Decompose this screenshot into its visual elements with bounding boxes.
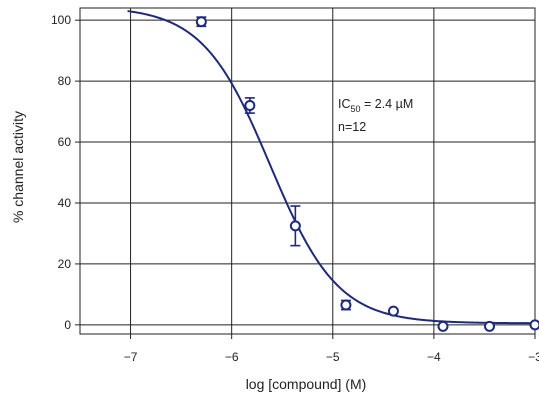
y-tick-label: 80 xyxy=(58,74,72,88)
data-point xyxy=(244,97,256,114)
y-axis-label: % channel activity xyxy=(10,111,26,223)
y-tick-label: 0 xyxy=(64,318,71,332)
point-marker xyxy=(387,305,399,317)
point-marker xyxy=(340,299,352,311)
x-tick-label: −5 xyxy=(326,350,340,364)
tick-labels: −7 −6 −5 −4 −3 0 20 40 60 80 100 xyxy=(51,13,539,364)
data-point xyxy=(484,320,495,332)
grid-lines xyxy=(80,8,536,334)
x-tick-label: −3 xyxy=(528,350,539,364)
y-tick-label: 20 xyxy=(58,257,72,271)
n-annotation: n=12 xyxy=(338,120,366,134)
data-point xyxy=(340,299,352,311)
y-tick-label: 100 xyxy=(51,13,71,27)
data-point xyxy=(437,320,449,332)
x-tick-label: −6 xyxy=(225,350,239,364)
data-points xyxy=(195,16,539,332)
ic50-value: = 2.4 µM xyxy=(361,97,414,111)
x-axis-label: log [compound] (M) xyxy=(246,376,367,392)
point-marker xyxy=(484,320,495,332)
ic50-annotation: IC50 = 2.4 µM xyxy=(338,97,413,114)
plot-frame xyxy=(79,7,536,335)
point-marker xyxy=(437,320,449,332)
x-tick-label: −4 xyxy=(427,350,441,364)
data-point xyxy=(529,319,539,331)
data-point xyxy=(195,16,207,28)
point-marker xyxy=(195,16,207,28)
point-marker xyxy=(289,220,301,232)
ic50-prefix: IC xyxy=(338,97,351,111)
point-marker xyxy=(529,319,539,331)
point-marker xyxy=(244,99,256,111)
y-tick-label: 40 xyxy=(58,196,72,210)
data-point xyxy=(387,305,399,317)
data-point xyxy=(289,205,301,247)
x-tick-label: −7 xyxy=(124,350,138,364)
fit-curve xyxy=(127,10,535,325)
y-tick-label: 60 xyxy=(58,135,72,149)
ic50-subscript: 50 xyxy=(351,104,361,114)
